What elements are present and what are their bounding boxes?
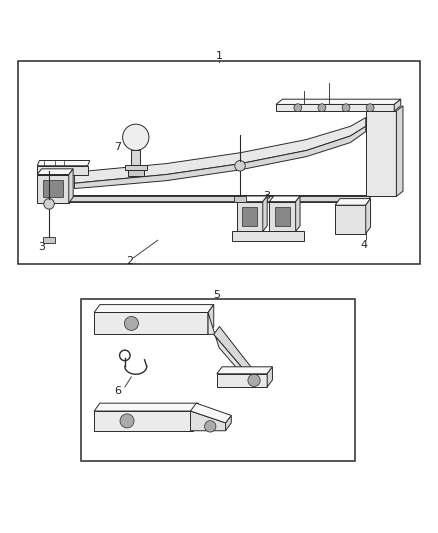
Polygon shape bbox=[226, 415, 231, 431]
Polygon shape bbox=[68, 197, 371, 201]
Polygon shape bbox=[234, 197, 246, 201]
Polygon shape bbox=[74, 118, 366, 183]
Circle shape bbox=[294, 104, 302, 112]
Polygon shape bbox=[275, 207, 290, 226]
Polygon shape bbox=[94, 304, 214, 312]
Bar bbox=[18, 61, 420, 264]
Polygon shape bbox=[217, 367, 272, 374]
Text: 3: 3 bbox=[263, 191, 270, 201]
Circle shape bbox=[44, 199, 54, 209]
Polygon shape bbox=[191, 411, 226, 431]
Polygon shape bbox=[37, 169, 73, 174]
Polygon shape bbox=[396, 106, 403, 197]
Polygon shape bbox=[335, 205, 366, 233]
Bar bbox=[81, 300, 355, 462]
Polygon shape bbox=[37, 166, 88, 174]
Circle shape bbox=[248, 374, 260, 386]
Polygon shape bbox=[267, 367, 272, 387]
Polygon shape bbox=[69, 169, 73, 203]
Polygon shape bbox=[191, 403, 231, 423]
Polygon shape bbox=[394, 99, 401, 111]
Text: 4: 4 bbox=[360, 240, 367, 249]
Polygon shape bbox=[335, 199, 371, 205]
Text: 1: 1 bbox=[215, 51, 223, 61]
Polygon shape bbox=[208, 304, 214, 334]
Polygon shape bbox=[125, 165, 147, 170]
Polygon shape bbox=[269, 196, 300, 201]
Polygon shape bbox=[37, 174, 69, 203]
Circle shape bbox=[366, 104, 374, 112]
Polygon shape bbox=[237, 196, 267, 201]
Polygon shape bbox=[214, 327, 252, 374]
Polygon shape bbox=[94, 312, 208, 334]
Polygon shape bbox=[37, 160, 90, 166]
Text: 2: 2 bbox=[126, 256, 133, 266]
Circle shape bbox=[123, 124, 149, 150]
Polygon shape bbox=[366, 199, 371, 233]
Text: 5: 5 bbox=[213, 289, 220, 300]
Circle shape bbox=[205, 421, 216, 432]
Polygon shape bbox=[208, 312, 247, 374]
Polygon shape bbox=[74, 126, 366, 189]
Polygon shape bbox=[269, 201, 296, 231]
Circle shape bbox=[342, 104, 350, 112]
Polygon shape bbox=[94, 403, 198, 411]
Polygon shape bbox=[242, 207, 257, 226]
Polygon shape bbox=[131, 150, 140, 165]
Circle shape bbox=[318, 104, 326, 112]
Circle shape bbox=[235, 160, 245, 171]
Circle shape bbox=[120, 414, 134, 428]
Polygon shape bbox=[296, 196, 300, 231]
Polygon shape bbox=[237, 201, 263, 231]
Polygon shape bbox=[68, 195, 366, 201]
Polygon shape bbox=[94, 411, 193, 431]
Polygon shape bbox=[217, 374, 267, 387]
Polygon shape bbox=[232, 231, 304, 241]
Polygon shape bbox=[193, 403, 198, 431]
Polygon shape bbox=[366, 111, 396, 197]
Polygon shape bbox=[128, 170, 144, 176]
Polygon shape bbox=[276, 99, 401, 104]
Polygon shape bbox=[43, 237, 55, 243]
Text: 7: 7 bbox=[114, 142, 121, 152]
Text: 3: 3 bbox=[38, 242, 45, 252]
Text: 6: 6 bbox=[114, 386, 121, 397]
Polygon shape bbox=[276, 104, 394, 111]
Polygon shape bbox=[43, 180, 63, 197]
Polygon shape bbox=[263, 196, 267, 231]
Circle shape bbox=[124, 317, 138, 330]
